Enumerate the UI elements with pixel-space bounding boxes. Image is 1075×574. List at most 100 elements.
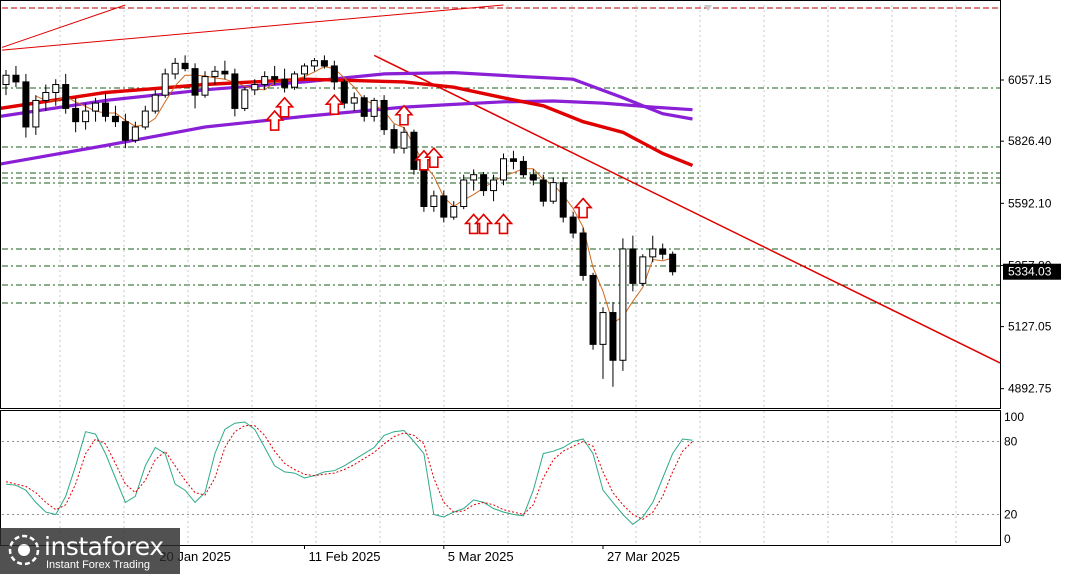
candle: [92, 97, 100, 122]
candle: [410, 129, 418, 175]
candle: [121, 113, 129, 149]
ma-slow-line: [0, 99, 693, 166]
candle: [301, 63, 308, 80]
candle-body: [589, 274, 597, 345]
candle: [291, 71, 299, 90]
candle: [599, 307, 607, 379]
candle: [340, 79, 348, 109]
candle: [111, 105, 119, 127]
buy-arrow-icon: [324, 93, 345, 115]
candle: [500, 153, 507, 186]
candle: [241, 87, 249, 112]
candle-body: [509, 158, 517, 162]
moving-averages: [0, 66, 694, 324]
candle: [659, 243, 667, 260]
candle-body: [639, 256, 647, 284]
candle-body: [410, 131, 418, 170]
ma-fast-line: [0, 70, 693, 121]
candle: [171, 58, 179, 80]
candle-body: [281, 78, 289, 88]
candle-body: [400, 131, 408, 149]
candle-body: [490, 179, 498, 192]
stochastic-pane-border: [0, 410, 1001, 546]
candle-body: [12, 74, 20, 83]
candle-body: [370, 99, 378, 117]
candle: [102, 92, 109, 122]
trendline-layer: [1, 4, 1001, 364]
candle-body: [111, 115, 119, 123]
candle: [271, 65, 279, 85]
price-tick-label: 5826.40: [1008, 134, 1052, 148]
candle-body: [291, 73, 299, 88]
buy-arrow-icon: [424, 146, 444, 168]
candle-body: [599, 312, 607, 345]
candlestick-series: [2, 55, 677, 387]
candle-body: [310, 60, 318, 67]
candle-body: [211, 70, 219, 78]
candle-body: [320, 60, 328, 67]
candle-body: [151, 94, 159, 112]
stochastic-axis: 100 80 20 0: [1004, 410, 1024, 546]
candle: [529, 169, 537, 186]
stoch-axis-label: 0: [1004, 532, 1011, 546]
shift-marker-icon: [704, 5, 712, 11]
current-price-label: 5334.03: [1008, 265, 1052, 279]
instaforex-watermark: instaforex Instant Forex Trading: [0, 528, 180, 574]
candle: [509, 150, 517, 170]
candle-body: [350, 97, 358, 104]
buy-arrow-icon: [394, 104, 414, 126]
candle-body: [221, 70, 229, 75]
candle: [141, 105, 149, 130]
candle-body: [340, 81, 348, 104]
candle: [151, 89, 159, 114]
candle: [569, 211, 577, 239]
watermark-tagline: Instant Forex Trading: [46, 559, 150, 571]
candle: [420, 164, 428, 212]
candle: [281, 68, 289, 93]
candle: [400, 126, 408, 154]
candle: [460, 174, 468, 210]
candle-body: [42, 91, 50, 101]
candle-body: [141, 110, 149, 128]
candle: [519, 156, 527, 178]
candle: [579, 227, 587, 281]
candle-body: [569, 216, 577, 234]
price-tick-label: 5592.10: [1008, 196, 1052, 210]
buy-arrow-icon: [274, 96, 295, 118]
buy-arrow-icon: [473, 213, 494, 235]
chart-frame: [0, 0, 1001, 546]
candle: [450, 201, 458, 220]
candle: [22, 73, 30, 138]
candle-body: [121, 121, 129, 141]
candle-body: [360, 97, 368, 117]
candle-body: [62, 84, 70, 109]
candle: [62, 73, 70, 114]
price-axis: 6057.155826.405592.105357.805127.054892.…: [1000, 73, 1061, 396]
candle: [350, 92, 358, 112]
candle-body: [659, 248, 667, 255]
candle: [589, 272, 597, 350]
candle-body: [330, 65, 338, 83]
candle: [72, 97, 80, 133]
candle: [32, 95, 40, 135]
candle-body: [480, 174, 488, 192]
candle-body: [161, 73, 169, 96]
price-tick-label: 6057.15: [1008, 73, 1052, 87]
candle: [181, 55, 189, 72]
candle-body: [72, 107, 80, 123]
price-tick-label: 4892.75: [1008, 382, 1052, 396]
stoch-axis-label: 100: [1004, 410, 1024, 424]
candle: [201, 71, 209, 98]
candle-body: [181, 62, 189, 70]
price-pane-border: [0, 0, 1001, 409]
candle: [320, 55, 328, 69]
candle-body: [669, 253, 677, 273]
candle-body: [450, 206, 458, 218]
candle-body: [549, 182, 557, 202]
date-tick-label: 27 Mar 2025: [607, 549, 680, 564]
candle: [310, 58, 318, 72]
candle: [42, 84, 50, 112]
candle: [131, 121, 139, 143]
candle-body: [271, 76, 279, 80]
candle-body: [201, 76, 209, 96]
